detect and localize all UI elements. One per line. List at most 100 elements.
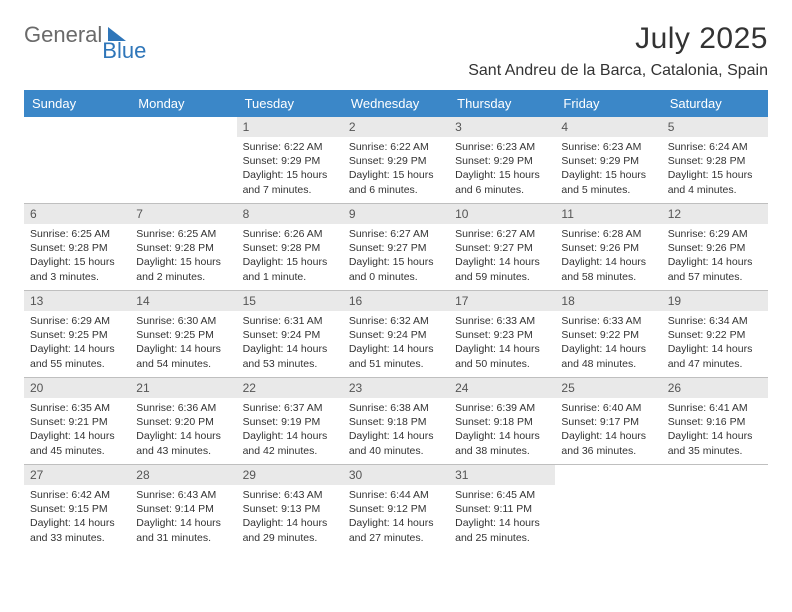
calendar-day-cell: 13Sunrise: 6:29 AMSunset: 9:25 PMDayligh…	[24, 291, 130, 377]
day-number: 1	[237, 117, 343, 137]
title-block: July 2025 Sant Andreu de la Barca, Catal…	[468, 22, 768, 80]
day-sunset: Sunset: 9:14 PM	[136, 502, 230, 516]
day-daylight: Daylight: 14 hours and 53 minutes.	[243, 342, 337, 370]
day-daylight: Daylight: 15 hours and 5 minutes.	[561, 168, 655, 196]
day-details: Sunrise: 6:27 AMSunset: 9:27 PMDaylight:…	[343, 224, 449, 290]
day-number: 20	[24, 378, 130, 398]
day-number: 2	[343, 117, 449, 137]
day-sunset: Sunset: 9:16 PM	[668, 415, 762, 429]
day-sunset: Sunset: 9:28 PM	[668, 154, 762, 168]
dow-wednesday: Wednesday	[343, 90, 449, 117]
day-details: Sunrise: 6:41 AMSunset: 9:16 PMDaylight:…	[662, 398, 768, 464]
calendar-day-cell: 19Sunrise: 6:34 AMSunset: 9:22 PMDayligh…	[662, 291, 768, 377]
day-details: Sunrise: 6:25 AMSunset: 9:28 PMDaylight:…	[24, 224, 130, 290]
calendar-day-cell: 18Sunrise: 6:33 AMSunset: 9:22 PMDayligh…	[555, 291, 661, 377]
day-daylight: Daylight: 14 hours and 51 minutes.	[349, 342, 443, 370]
day-sunrise: Sunrise: 6:33 AM	[455, 314, 549, 328]
calendar-day-cell: 16Sunrise: 6:32 AMSunset: 9:24 PMDayligh…	[343, 291, 449, 377]
day-sunrise: Sunrise: 6:26 AM	[243, 227, 337, 241]
day-details: Sunrise: 6:40 AMSunset: 9:17 PMDaylight:…	[555, 398, 661, 464]
day-sunset: Sunset: 9:27 PM	[455, 241, 549, 255]
day-sunrise: Sunrise: 6:44 AM	[349, 488, 443, 502]
day-daylight: Daylight: 15 hours and 7 minutes.	[243, 168, 337, 196]
day-sunrise: Sunrise: 6:43 AM	[136, 488, 230, 502]
day-sunrise: Sunrise: 6:23 AM	[455, 140, 549, 154]
day-details: Sunrise: 6:35 AMSunset: 9:21 PMDaylight:…	[24, 398, 130, 464]
day-daylight: Daylight: 14 hours and 42 minutes.	[243, 429, 337, 457]
day-number: 13	[24, 291, 130, 311]
day-sunset: Sunset: 9:19 PM	[243, 415, 337, 429]
day-sunrise: Sunrise: 6:29 AM	[30, 314, 124, 328]
day-details: Sunrise: 6:27 AMSunset: 9:27 PMDaylight:…	[449, 224, 555, 290]
day-sunrise: Sunrise: 6:45 AM	[455, 488, 549, 502]
day-daylight: Daylight: 14 hours and 47 minutes.	[668, 342, 762, 370]
day-number: 21	[130, 378, 236, 398]
calendar-day-cell: 31Sunrise: 6:45 AMSunset: 9:11 PMDayligh…	[449, 465, 555, 551]
day-number: 31	[449, 465, 555, 485]
day-number: 25	[555, 378, 661, 398]
day-daylight: Daylight: 14 hours and 54 minutes.	[136, 342, 230, 370]
day-daylight: Daylight: 14 hours and 29 minutes.	[243, 516, 337, 544]
dow-saturday: Saturday	[662, 90, 768, 117]
day-details: Sunrise: 6:29 AMSunset: 9:26 PMDaylight:…	[662, 224, 768, 290]
calendar-day-cell: 24Sunrise: 6:39 AMSunset: 9:18 PMDayligh…	[449, 378, 555, 464]
day-sunrise: Sunrise: 6:23 AM	[561, 140, 655, 154]
day-number: 30	[343, 465, 449, 485]
logo-word-2: Blue	[102, 38, 146, 64]
day-sunrise: Sunrise: 6:35 AM	[30, 401, 124, 415]
calendar-day-cell: 7Sunrise: 6:25 AMSunset: 9:28 PMDaylight…	[130, 204, 236, 290]
day-daylight: Daylight: 14 hours and 40 minutes.	[349, 429, 443, 457]
day-daylight: Daylight: 15 hours and 2 minutes.	[136, 255, 230, 283]
day-sunrise: Sunrise: 6:27 AM	[455, 227, 549, 241]
calendar-week: 27Sunrise: 6:42 AMSunset: 9:15 PMDayligh…	[24, 465, 768, 551]
day-daylight: Daylight: 15 hours and 0 minutes.	[349, 255, 443, 283]
day-sunset: Sunset: 9:25 PM	[136, 328, 230, 342]
day-sunset: Sunset: 9:11 PM	[455, 502, 549, 516]
day-details: Sunrise: 6:22 AMSunset: 9:29 PMDaylight:…	[237, 137, 343, 203]
day-details: Sunrise: 6:23 AMSunset: 9:29 PMDaylight:…	[555, 137, 661, 203]
day-number: 10	[449, 204, 555, 224]
day-details: Sunrise: 6:28 AMSunset: 9:26 PMDaylight:…	[555, 224, 661, 290]
day-details: Sunrise: 6:30 AMSunset: 9:25 PMDaylight:…	[130, 311, 236, 377]
day-sunrise: Sunrise: 6:38 AM	[349, 401, 443, 415]
day-number: 19	[662, 291, 768, 311]
day-daylight: Daylight: 15 hours and 4 minutes.	[668, 168, 762, 196]
calendar-day-cell: 6Sunrise: 6:25 AMSunset: 9:28 PMDaylight…	[24, 204, 130, 290]
logo: General Blue	[24, 22, 172, 48]
day-sunset: Sunset: 9:28 PM	[30, 241, 124, 255]
day-number: 18	[555, 291, 661, 311]
calendar-day-cell: 30Sunrise: 6:44 AMSunset: 9:12 PMDayligh…	[343, 465, 449, 551]
day-daylight: Daylight: 14 hours and 31 minutes.	[136, 516, 230, 544]
day-daylight: Daylight: 15 hours and 1 minute.	[243, 255, 337, 283]
dow-monday: Monday	[130, 90, 236, 117]
day-details: Sunrise: 6:31 AMSunset: 9:24 PMDaylight:…	[237, 311, 343, 377]
day-daylight: Daylight: 14 hours and 43 minutes.	[136, 429, 230, 457]
day-number: 4	[555, 117, 661, 137]
day-sunset: Sunset: 9:29 PM	[243, 154, 337, 168]
day-sunrise: Sunrise: 6:39 AM	[455, 401, 549, 415]
day-number: 15	[237, 291, 343, 311]
calendar-day-cell	[130, 117, 236, 203]
calendar-day-cell: 1Sunrise: 6:22 AMSunset: 9:29 PMDaylight…	[237, 117, 343, 203]
day-details: Sunrise: 6:22 AMSunset: 9:29 PMDaylight:…	[343, 137, 449, 203]
day-details: Sunrise: 6:33 AMSunset: 9:23 PMDaylight:…	[449, 311, 555, 377]
day-number: 28	[130, 465, 236, 485]
calendar-week: 1Sunrise: 6:22 AMSunset: 9:29 PMDaylight…	[24, 117, 768, 204]
calendar-day-cell: 5Sunrise: 6:24 AMSunset: 9:28 PMDaylight…	[662, 117, 768, 203]
day-sunset: Sunset: 9:28 PM	[243, 241, 337, 255]
day-details: Sunrise: 6:25 AMSunset: 9:28 PMDaylight:…	[130, 224, 236, 290]
day-sunrise: Sunrise: 6:33 AM	[561, 314, 655, 328]
day-sunset: Sunset: 9:22 PM	[668, 328, 762, 342]
day-details: Sunrise: 6:34 AMSunset: 9:22 PMDaylight:…	[662, 311, 768, 377]
day-sunset: Sunset: 9:27 PM	[349, 241, 443, 255]
day-sunrise: Sunrise: 6:41 AM	[668, 401, 762, 415]
day-number: 23	[343, 378, 449, 398]
calendar-day-cell: 3Sunrise: 6:23 AMSunset: 9:29 PMDaylight…	[449, 117, 555, 203]
day-number: 14	[130, 291, 236, 311]
day-sunset: Sunset: 9:29 PM	[561, 154, 655, 168]
calendar-day-cell: 27Sunrise: 6:42 AMSunset: 9:15 PMDayligh…	[24, 465, 130, 551]
day-sunset: Sunset: 9:29 PM	[349, 154, 443, 168]
dow-sunday: Sunday	[24, 90, 130, 117]
day-sunrise: Sunrise: 6:36 AM	[136, 401, 230, 415]
day-details: Sunrise: 6:39 AMSunset: 9:18 PMDaylight:…	[449, 398, 555, 464]
